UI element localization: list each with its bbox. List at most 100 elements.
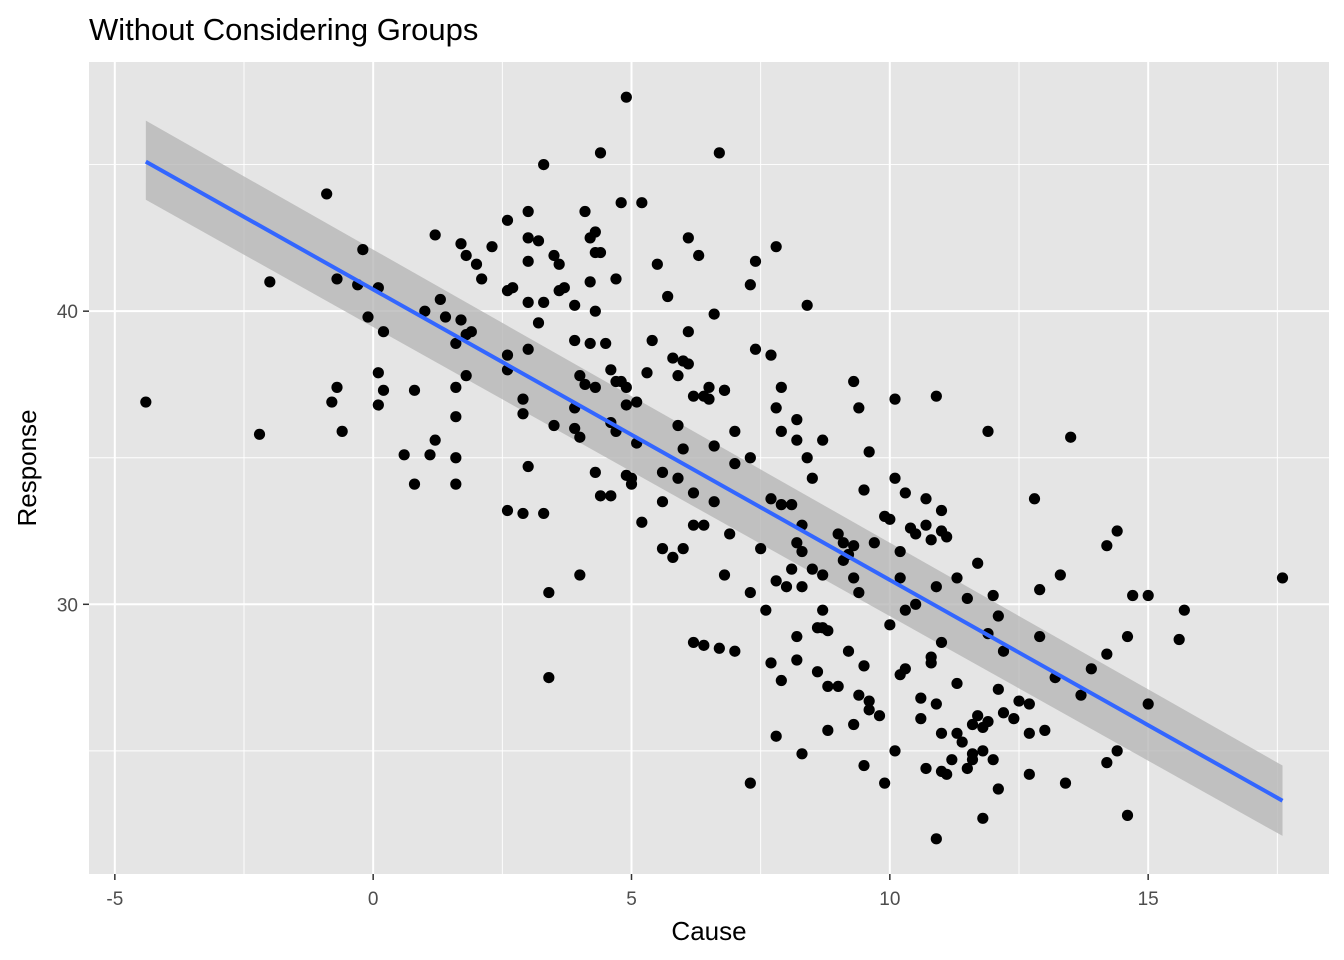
data-point bbox=[997, 707, 1010, 719]
data-point bbox=[832, 680, 844, 692]
data-point bbox=[848, 718, 860, 731]
data-point bbox=[987, 589, 999, 602]
data-point bbox=[713, 642, 725, 654]
data-point bbox=[786, 563, 798, 575]
data-point bbox=[889, 745, 901, 757]
data-point bbox=[786, 499, 798, 511]
data-point bbox=[899, 487, 911, 499]
data-point bbox=[708, 308, 720, 320]
data-point bbox=[770, 241, 782, 253]
data-point bbox=[806, 472, 818, 484]
data-point bbox=[806, 563, 818, 575]
data-point bbox=[321, 188, 333, 200]
data-point bbox=[791, 654, 803, 666]
data-point bbox=[662, 290, 674, 303]
data-point bbox=[687, 636, 700, 649]
data-point bbox=[538, 158, 550, 171]
data-point bbox=[543, 671, 555, 684]
data-point bbox=[538, 296, 550, 308]
data-point bbox=[693, 249, 705, 262]
data-point bbox=[941, 768, 953, 780]
data-point bbox=[589, 381, 601, 393]
data-point bbox=[460, 249, 472, 262]
data-point bbox=[470, 258, 483, 270]
data-point bbox=[992, 783, 1004, 795]
data-point bbox=[811, 666, 824, 678]
data-point bbox=[889, 472, 901, 484]
data-point bbox=[140, 396, 152, 408]
confidence-band-layer bbox=[145, 120, 1283, 836]
data-point bbox=[796, 748, 808, 760]
data-point bbox=[501, 504, 514, 517]
data-point bbox=[915, 692, 927, 704]
data-point bbox=[1121, 809, 1134, 821]
data-point bbox=[744, 777, 756, 789]
data-point bbox=[822, 724, 834, 736]
data-point bbox=[817, 569, 829, 581]
data-point bbox=[729, 458, 741, 470]
data-point bbox=[749, 255, 762, 267]
data-point bbox=[884, 513, 896, 525]
data-point bbox=[331, 381, 343, 393]
data-point bbox=[935, 636, 948, 649]
data-point bbox=[765, 657, 777, 669]
data-point bbox=[579, 378, 591, 391]
data-point bbox=[424, 449, 436, 461]
data-point bbox=[972, 710, 984, 722]
data-point bbox=[672, 419, 684, 432]
data-point bbox=[718, 384, 731, 396]
data-point bbox=[594, 246, 607, 259]
data-point bbox=[548, 249, 560, 262]
data-point bbox=[744, 586, 756, 599]
data-point bbox=[1101, 757, 1113, 769]
data-point bbox=[398, 449, 410, 461]
data-point bbox=[450, 337, 462, 350]
data-point bbox=[770, 575, 782, 587]
data-point bbox=[362, 311, 374, 323]
data-point bbox=[729, 645, 741, 657]
data-point bbox=[429, 434, 441, 446]
data-point bbox=[848, 572, 860, 584]
data-point bbox=[574, 569, 586, 581]
data-point bbox=[687, 487, 700, 499]
data-point bbox=[941, 531, 953, 543]
data-point bbox=[775, 674, 787, 687]
data-points bbox=[140, 91, 1289, 845]
data-point bbox=[822, 625, 834, 637]
data-point bbox=[729, 425, 741, 437]
data-point bbox=[915, 713, 927, 725]
data-point bbox=[894, 545, 906, 558]
data-point bbox=[615, 197, 627, 209]
data-point bbox=[672, 472, 684, 484]
data-point bbox=[517, 408, 529, 420]
data-point bbox=[1065, 431, 1077, 443]
data-point bbox=[858, 660, 870, 672]
data-point bbox=[532, 235, 545, 247]
data-point bbox=[501, 349, 514, 361]
data-point bbox=[817, 434, 829, 446]
data-point bbox=[718, 569, 731, 581]
data-point bbox=[894, 572, 906, 584]
data-point bbox=[951, 727, 963, 739]
data-point bbox=[822, 680, 834, 692]
data-point bbox=[667, 551, 679, 564]
data-point bbox=[853, 402, 865, 414]
data-point bbox=[1142, 589, 1154, 602]
data-point bbox=[744, 279, 756, 291]
data-point bbox=[713, 147, 725, 159]
data-point bbox=[698, 519, 710, 531]
data-point bbox=[408, 478, 421, 490]
data-point bbox=[951, 677, 963, 690]
data-point bbox=[796, 581, 808, 593]
data-point bbox=[956, 736, 968, 748]
data-point bbox=[1013, 695, 1025, 707]
data-point bbox=[1142, 698, 1154, 710]
data-point bbox=[631, 396, 643, 408]
data-point bbox=[791, 414, 803, 426]
data-point bbox=[326, 396, 338, 408]
data-point bbox=[434, 293, 446, 306]
data-point bbox=[507, 282, 519, 294]
data-point bbox=[460, 370, 472, 382]
data-point bbox=[610, 273, 622, 285]
